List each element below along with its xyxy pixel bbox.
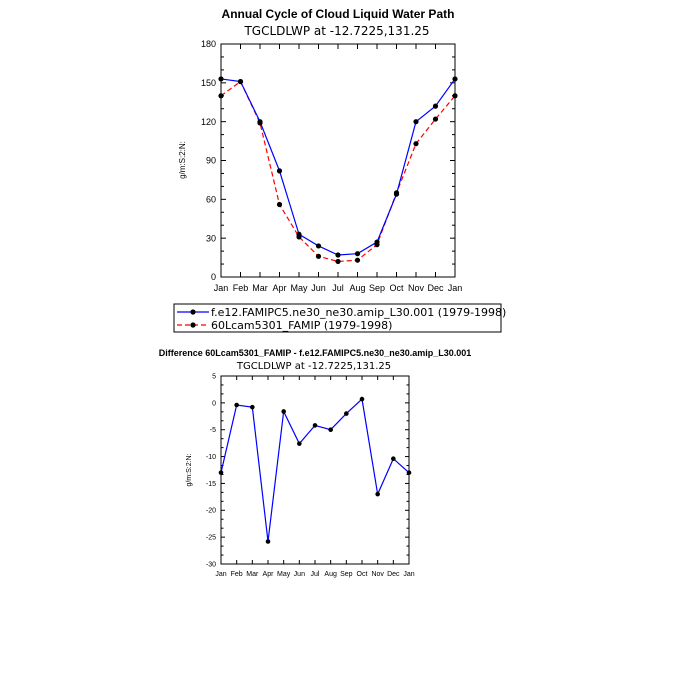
- chart1-series-2-point: [413, 141, 419, 147]
- legend-label-series-1: f.e12.FAMIPC5.ne30_ne30.amip_L30.001 (19…: [211, 306, 506, 319]
- chart1-series-1-point: [374, 239, 380, 245]
- chart1-xtick-label: Feb: [233, 283, 249, 293]
- chart1-series-2-point: [354, 257, 361, 263]
- chart2-series-1-point: [391, 456, 396, 462]
- chart2-xtick-label: Jun: [294, 571, 305, 578]
- chart1-ytick-label: 180: [201, 39, 216, 49]
- chart2-ytick-label: 5: [212, 373, 216, 380]
- chart2-series-1-point: [234, 402, 239, 408]
- chart1-plot-frame: [220, 43, 456, 278]
- chart2-series-1-point: [328, 427, 333, 433]
- chart2-series-1-point: [281, 409, 286, 414]
- chart1-xtick-label: May: [290, 283, 308, 293]
- chart1-axes: 0 30 60 90 120 150 180 Jan Feb Mar Apr May Jun Jul Aug…: [201, 39, 462, 293]
- chart1-series-2-point: [315, 253, 322, 259]
- chart1-series-2-point: [218, 93, 224, 99]
- chart2-xtick-label: Nov: [371, 571, 384, 578]
- chart1-series-1-point: [393, 191, 400, 197]
- chart1-ytick-label: 90: [206, 156, 216, 166]
- chart1-xtick-label: Jun: [311, 283, 326, 293]
- chart1-series-1-point: [315, 243, 322, 249]
- chart2-series-1-line: [220, 397, 410, 542]
- chart1-series-1-point: [257, 119, 263, 125]
- chart2-series-1-point: [406, 470, 412, 475]
- chart2-series-1-point: [250, 404, 255, 410]
- chart1-ylabel: g/m:S:2:N:: [178, 141, 187, 179]
- chart1-series-1-point: [218, 76, 224, 82]
- chart2-xtick-label: Feb: [231, 571, 243, 578]
- chart2-ylabel: g/m:S:2:N:: [186, 453, 193, 486]
- chart1-series-1-point: [413, 119, 419, 125]
- chart2-xtick-label: Oct: [357, 571, 368, 578]
- chart2-xtick-label: Jul: [311, 571, 320, 578]
- chart1-title: Annual Cycle of Cloud Liquid Water Path: [222, 7, 455, 21]
- chart2-xtick-label: Aug: [324, 571, 337, 578]
- chart1-xtick-label: Jul: [332, 283, 344, 293]
- chart1-series-1-point: [432, 103, 439, 109]
- chart2-ytick-label: -30: [206, 561, 216, 568]
- chart2-ytick-label: -5: [210, 427, 216, 434]
- chart2-series-1-point: [265, 539, 271, 544]
- chart2-xtick-label: May: [277, 571, 291, 578]
- chart1-xtick-label: Dec: [427, 283, 444, 293]
- chart1-plot: [218, 76, 458, 265]
- chart1-series-2-point: [452, 93, 458, 99]
- chart2-xtick-label: Dec: [387, 571, 400, 578]
- chart1-ytick-label: 60: [206, 194, 216, 204]
- legend-marker-series-1: [190, 309, 196, 315]
- chart1-xtick-label: Mar: [252, 283, 268, 293]
- chart2-plot: [218, 396, 412, 544]
- legend-marker-series-2: [190, 322, 196, 328]
- chart2-series-1-point: [375, 491, 380, 497]
- chart1-ytick-label: 120: [201, 117, 216, 127]
- chart1-xtick-label: Apr: [272, 283, 286, 293]
- chart2-series-1-point: [312, 423, 318, 428]
- chart1-xtick-label: Jan: [448, 283, 463, 293]
- chart1-series-2-point: [276, 201, 283, 208]
- chart2-series-1-point: [297, 441, 302, 446]
- chart1-series-2-point: [335, 258, 341, 265]
- chart1-series-1-point: [335, 252, 341, 258]
- chart2-xtick-label: Mar: [246, 571, 259, 578]
- chart1-series-1-point: [354, 251, 361, 257]
- chart2-ytick-label: -10: [206, 454, 216, 461]
- chart2-xtick-label: Jan: [403, 571, 414, 578]
- chart1-series-1-point: [452, 76, 458, 82]
- chart1-xtick-label: Sep: [369, 283, 385, 293]
- chart2-ytick-label: -20: [206, 508, 216, 515]
- chart1-xtick-label: Aug: [349, 283, 365, 293]
- chart1-ytick-label: 0: [211, 272, 216, 282]
- chart2-xtick-label: Jan: [215, 571, 226, 578]
- chart2-xtick-label: Sep: [340, 571, 353, 578]
- chart2-axes: 5 0 -5 -10 -15 -20 -25 -30 Jan Feb Mar Apr May Jun Jul…: [206, 373, 415, 578]
- chart1-ytick-label: 150: [201, 78, 216, 88]
- legend-label-series-2: 60Lcam5301_FAMIP (1979-1998): [211, 319, 392, 332]
- chart1-xtick-label: Oct: [389, 283, 404, 293]
- chart1-legend: f.e12.FAMIPC5.ne30_ne30.amip_L30.001 (19…: [173, 303, 506, 333]
- chart2-plot-frame: [220, 375, 410, 565]
- chart1-ytick-label: 30: [206, 233, 216, 243]
- chart2-series-1-point: [344, 411, 349, 416]
- chart2-ytick-label: -15: [206, 481, 216, 488]
- chart1-xtick-label: Nov: [408, 283, 425, 293]
- chart1-series-1-point: [276, 168, 283, 174]
- chart1-series-1-point: [296, 231, 302, 237]
- chart2-series-1-point: [359, 396, 365, 402]
- chart1-series-2-line: [220, 80, 456, 263]
- chart1-xtick-label: Jan: [214, 283, 229, 293]
- chart1-series-1-line: [220, 78, 456, 256]
- legend-box: [173, 303, 502, 333]
- chart2-series-1-point: [218, 470, 224, 475]
- chart2-title: Difference 60Lcam5301_FAMIP - f.e12.FAMI…: [159, 348, 472, 358]
- chart1-subtitle: TGCLDLWP at -12.7225,131.25: [243, 24, 429, 38]
- chart2-subtitle: TGCLDLWP at -12.7225,131.25: [236, 361, 391, 372]
- chart1-series-2-point: [432, 116, 439, 122]
- chart2-ytick-label: 0: [212, 400, 216, 407]
- chart2-xtick-label: Apr: [263, 571, 275, 578]
- chart2-ytick-label: -25: [206, 535, 216, 542]
- chart1-series-1-point: [237, 78, 244, 85]
